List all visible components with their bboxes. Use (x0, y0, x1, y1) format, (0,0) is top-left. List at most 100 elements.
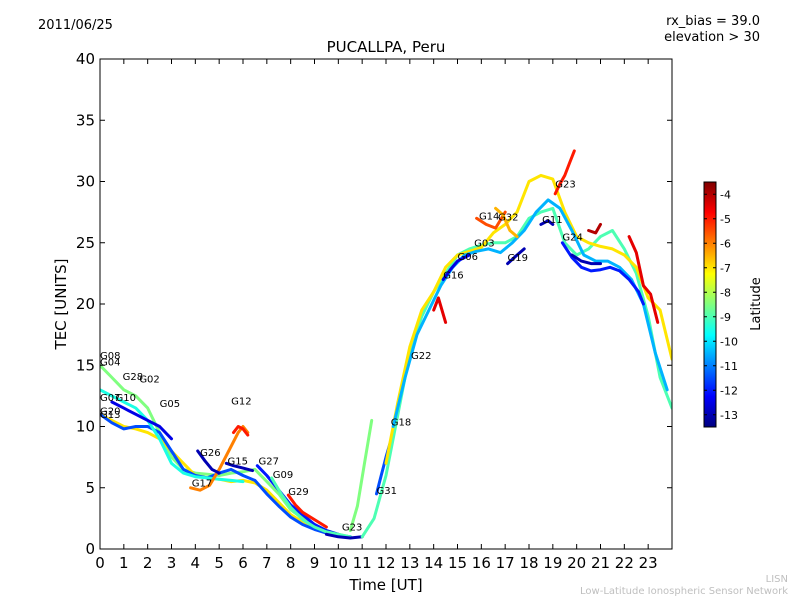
tec-series-18 (441, 253, 471, 281)
tec-series-8 (224, 461, 254, 473)
x-tick-label: 19 (543, 554, 562, 572)
sat-label-g08: G08 (100, 351, 120, 362)
axes-layer: 0 1 2 3 4 5 6 7 8 9 10 11 12 13 14 15 16 17 18 19 20 21 22 2305… (76, 50, 672, 572)
tec-series-4 (110, 400, 173, 441)
tec-series-10 (270, 476, 352, 539)
sat-label-g28: G28 (123, 372, 143, 383)
colorbar-tick-label: -4 (720, 188, 731, 201)
y-tick-label: 20 (76, 295, 95, 313)
chart-title: PUCALLPA, Peru (327, 38, 446, 56)
sat-label-g13: G13 (100, 410, 120, 421)
x-tick-label: 1 (119, 554, 129, 572)
x-tick-label: 13 (400, 554, 419, 572)
colorbar-tick-label: -13 (720, 409, 738, 422)
sat-label-g12: G12 (231, 396, 251, 407)
x-tick-label: 4 (191, 554, 201, 572)
sat-label-g04: G04 (100, 357, 120, 368)
sat-label-g17: G17 (192, 479, 212, 490)
tec-series-13 (348, 418, 374, 533)
y-tick-label: 35 (76, 111, 95, 129)
x-tick-label: 5 (214, 554, 224, 572)
x-tick-label: 14 (424, 554, 443, 572)
x-tick-label: 2 (143, 554, 153, 572)
sat-label-g02: G02 (139, 374, 159, 385)
x-tick-label: 23 (639, 554, 658, 572)
x-tick-label: 16 (472, 554, 491, 572)
sat-label-g19: G19 (508, 253, 528, 264)
footer-lisn: LISN (765, 574, 788, 585)
y-tick-label: 40 (76, 50, 95, 68)
elevation-label: elevation > 30 (664, 30, 760, 45)
x-tick-label: 8 (286, 554, 296, 572)
y-tick-label: 0 (85, 540, 95, 558)
y-tick-label: 10 (76, 418, 95, 436)
colorbar-tick-label: -10 (720, 335, 738, 348)
sat-label-g03: G03 (474, 238, 494, 249)
rx-bias-info: rx_bias = 39.0 elevation > 30 (664, 14, 760, 46)
x-tick-label: 17 (496, 554, 515, 572)
footer-credit: LISN Low-Latitude Ionospheric Sensor Net… (580, 574, 788, 598)
sat-label-g23: G23 (555, 180, 575, 191)
sat-label-g18: G18 (391, 417, 411, 428)
tec-series-26 (627, 235, 660, 324)
tec-series-23 (475, 210, 507, 230)
x-tick-label: 10 (329, 554, 348, 572)
colorbar-tick-label: -6 (720, 237, 731, 250)
x-tick-label: 22 (615, 554, 634, 572)
colorbar-tick-label: -7 (720, 262, 731, 275)
sat-label-g07: G07 (100, 393, 120, 404)
sat-label-g27: G27 (258, 456, 278, 467)
y-axis-label: TEC [UNITS] (52, 259, 70, 351)
tec-series-6 (232, 425, 250, 437)
tec-series-2 (100, 412, 352, 539)
sat-label-g24: G24 (562, 232, 582, 243)
sat-label-g22: G22 (411, 351, 431, 362)
colorbar-tick-label: -12 (720, 384, 738, 397)
tec-series-17 (391, 198, 669, 428)
sat-label-g16: G16 (443, 270, 463, 281)
x-tick-label: 3 (167, 554, 177, 572)
x-tick-label: 6 (238, 554, 248, 572)
tec-series-25 (587, 222, 602, 235)
x-tick-label: 7 (262, 554, 272, 572)
sat-label-g20: G20 (100, 406, 120, 417)
series-layer (100, 149, 672, 540)
sat-label-g23: G23 (342, 523, 362, 534)
tec-series-27 (432, 296, 448, 324)
tec-series-28 (539, 219, 555, 226)
sat-label-g32: G32 (498, 213, 518, 224)
x-tick-label: 0 (95, 554, 105, 572)
footer-network: Low-Latitude Ionospheric Sensor Network (580, 586, 788, 597)
x-tick-label: 12 (376, 554, 395, 572)
y-tick-label: 5 (85, 479, 95, 497)
y-tick-label: 25 (76, 234, 95, 252)
tec-series-22 (553, 149, 576, 196)
colorbar-tick-label: -8 (720, 286, 731, 299)
tec-series-9 (255, 464, 340, 536)
tec-series-19 (506, 247, 526, 266)
date-label: 2011/06/25 (38, 18, 113, 33)
tec-series-12 (324, 532, 364, 540)
sat-label-g11: G11 (542, 215, 562, 226)
tec-series-11 (286, 493, 328, 529)
x-tick-label: 15 (448, 554, 467, 572)
y-tick-label: 15 (76, 356, 95, 374)
colorbar-tick-label: -11 (720, 360, 738, 373)
colorbar-tick-label: -5 (720, 213, 731, 226)
sat-label-g29: G29 (288, 487, 308, 498)
tec-series-3 (100, 388, 245, 484)
sat-label-g15: G15 (228, 456, 248, 467)
tec-series-0 (100, 363, 352, 539)
tec-series-21 (570, 253, 602, 266)
x-tick-label: 11 (353, 554, 372, 572)
x-tick-label: 9 (310, 554, 320, 572)
rx-bias-label: rx_bias = 39.0 (666, 14, 760, 29)
colorbar-label: Latitude (749, 277, 764, 331)
tec-series-7 (196, 449, 221, 475)
colorbar-tick-label: -9 (720, 311, 731, 324)
sat-label-g26: G26 (200, 448, 220, 459)
colorbar-ticks: -4 -5 -6 -7 -8 -9 -10 -11 -12 -13 (704, 188, 738, 422)
sat-label-g09: G09 (273, 470, 293, 481)
